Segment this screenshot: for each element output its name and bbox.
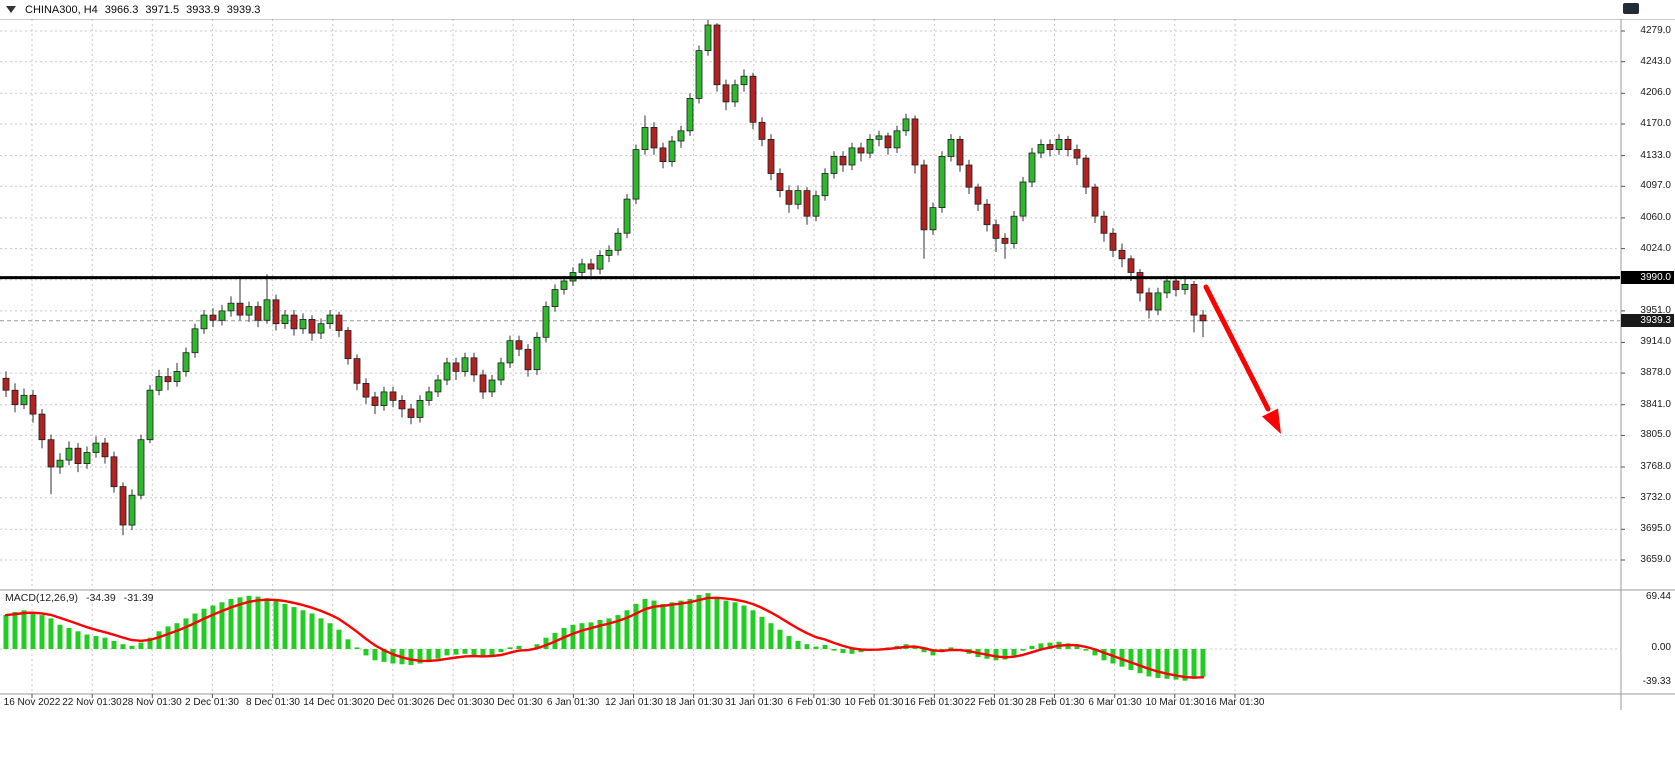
price-axis-label: 3805.0 [1640, 429, 1671, 440]
price-axis-label: 3768.0 [1640, 461, 1671, 472]
hline-price-box: 3990.0 [1621, 271, 1674, 284]
date-axis: 16 Nov 2022 22 Nov 01:30 28 Nov 01:30 2 Dec… [0, 697, 1675, 711]
date-axis-label: 14 Dec 01:30 [303, 697, 363, 708]
date-axis-label: 30 Dec 01:30 [483, 697, 543, 708]
price-axis-label: 3878.0 [1640, 367, 1671, 378]
macd-axis-zero: 0.00 [1651, 642, 1671, 653]
date-axis-label: 6 Feb 01:30 [787, 697, 841, 708]
date-axis-label: 26 Dec 01:30 [423, 697, 483, 708]
price-axis-label: 4060.0 [1640, 212, 1671, 223]
price-axis-label: 4133.0 [1640, 150, 1671, 161]
date-axis-label: 16 Feb 01:30 [904, 697, 964, 708]
price-axis-label: 4097.0 [1640, 180, 1671, 191]
price-axis-label: 4024.0 [1640, 243, 1671, 254]
price-axis: 4279.0 4243.0 4206.0 4170.0 4133.0 4097.0 4060… [1623, 0, 1671, 764]
date-axis-label: 16 Nov 2022 [3, 697, 61, 708]
window-control-icon[interactable] [1623, 3, 1639, 14]
date-axis-label: 16 Mar 01:30 [1205, 697, 1265, 708]
date-axis-label: 6 Jan 01:30 [546, 697, 600, 708]
date-axis-label: 28 Feb 01:30 [1025, 697, 1085, 708]
date-axis-label: 20 Dec 01:30 [363, 697, 423, 708]
date-axis-label: 12 Jan 01:30 [605, 697, 663, 708]
date-axis-label: 28 Nov 01:30 [122, 697, 182, 708]
bar-open-value: 3966.3 [104, 3, 139, 16]
date-axis-label: 18 Jan 01:30 [665, 697, 723, 708]
macd-signal-line [4, 596, 1205, 679]
date-axis-label: 6 Mar 01:30 [1088, 697, 1142, 708]
date-axis-label: 22 Nov 01:30 [62, 697, 122, 708]
date-axis-label: 31 Jan 01:30 [725, 697, 783, 708]
candlesticks[interactable] [2, 19, 1207, 536]
macd-axis-min: -39.33 [1642, 676, 1671, 687]
macd-main-value: -34.39 [85, 592, 116, 604]
macd-signal-value: -31.39 [123, 592, 154, 604]
symbol-timeframe-label: CHINA300, H4 [25, 3, 98, 16]
date-axis-label: 2 Dec 01:30 [185, 697, 239, 708]
price-axis-label: 4243.0 [1640, 56, 1671, 67]
price-axis-label: 3914.0 [1640, 336, 1671, 347]
date-axis-label: 8 Dec 01:30 [246, 697, 300, 708]
price-axis-label: 3695.0 [1640, 523, 1671, 534]
price-axis-label: 3659.0 [1640, 554, 1671, 565]
current-price-box: 3939.3 [1621, 314, 1674, 327]
price-axis-label: 3951.0 [1640, 305, 1671, 316]
date-axis-label: 10 Mar 01:30 [1145, 697, 1205, 708]
trend-arrow[interactable] [1203, 284, 1281, 434]
price-axis-label: 4206.0 [1640, 87, 1671, 98]
bar-low-value: 3933.9 [186, 3, 220, 16]
price-axis-label: 4279.0 [1640, 25, 1671, 36]
gridlines [0, 19, 1620, 694]
macd-indicator-label: MACD(12,26,9) -34.39 -31.39 [5, 592, 154, 604]
bar-high-value: 3971.5 [145, 3, 180, 16]
macd-name: MACD(12,26,9) [5, 592, 78, 604]
symbol-info-bar: CHINA300, H4 3966.3 3971.5 3933.9 3939.3 [0, 0, 1675, 19]
date-axis-label: 22 Feb 01:30 [964, 697, 1024, 708]
date-axis-label: 10 Feb 01:30 [844, 697, 904, 708]
price-axis-label: 3732.0 [1640, 492, 1671, 503]
bar-close-value: 3939.3 [226, 3, 261, 16]
pane-borders [0, 18, 1675, 710]
macd-axis-max: 69.44 [1645, 591, 1671, 602]
symbol-dropdown-icon[interactable] [6, 6, 16, 13]
macd-histogram [3, 593, 1206, 681]
price-axis-label: 4170.0 [1640, 118, 1671, 129]
price-axis-label: 3841.0 [1640, 399, 1671, 410]
